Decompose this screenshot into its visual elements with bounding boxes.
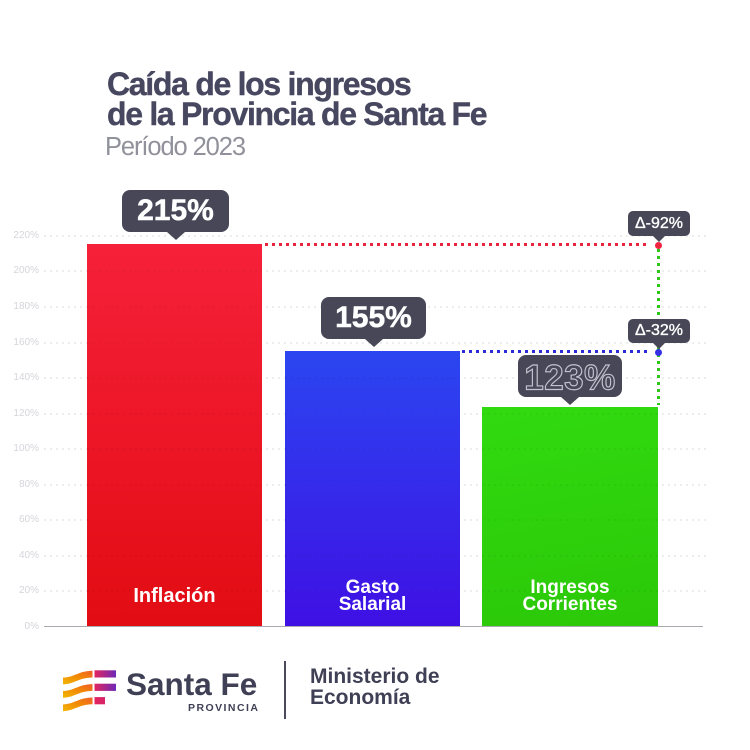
svg-text:123%: 123%	[524, 359, 616, 398]
